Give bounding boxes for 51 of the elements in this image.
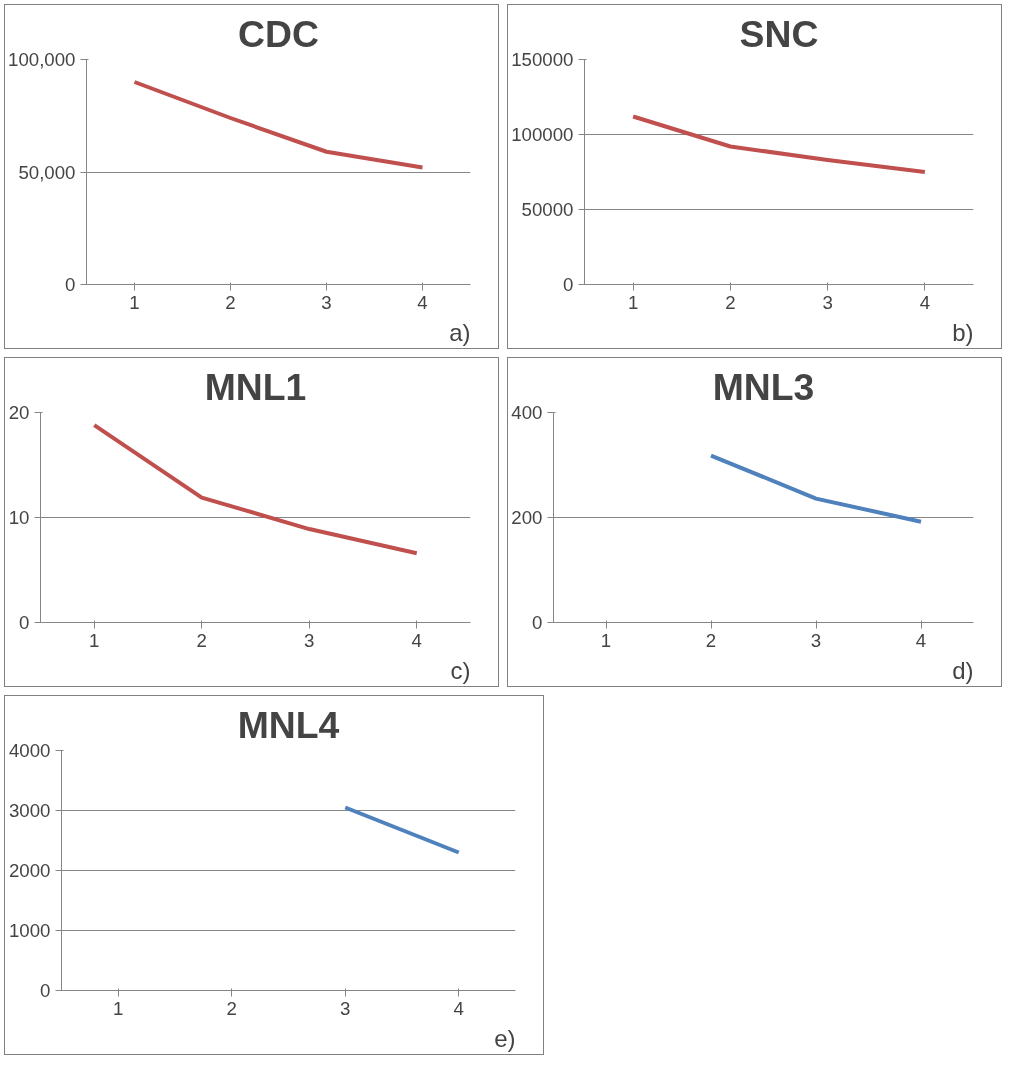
- x-tick-label: 1: [600, 629, 612, 651]
- x-tick-label: 2: [196, 629, 207, 651]
- y-tick-label: 0: [65, 274, 76, 295]
- text: e): [494, 1024, 516, 1052]
- y-tick-label: 0: [563, 274, 574, 295]
- x-tick-label: 1: [113, 997, 124, 1019]
- chart-title: CDC: [238, 12, 319, 55]
- x-tick-label: 2: [725, 291, 736, 313]
- y-tick-label: 100,000: [8, 49, 76, 70]
- y-tick-label: 0: [532, 612, 543, 633]
- x-tick-label: 3: [321, 291, 332, 313]
- x-tick-label: 3: [822, 291, 833, 313]
- x-tick-label: 4: [919, 291, 931, 313]
- y-tick-label: 10: [8, 507, 30, 528]
- line-series: [132, 80, 425, 170]
- y-tick-label: 20: [8, 402, 30, 423]
- x-tick-label: 4: [417, 291, 428, 313]
- chart-title: MNL4: [237, 703, 340, 746]
- x-tick-label: 4: [453, 997, 464, 1019]
- x-tick-label: 3: [304, 629, 315, 651]
- text: a): [449, 318, 471, 346]
- x-tick-label: 2: [226, 997, 237, 1019]
- x-tick-label: 3: [810, 629, 822, 651]
- y-tick-label: 50000: [521, 199, 574, 220]
- x-tick-label: 3: [340, 997, 351, 1019]
- line-series: [92, 423, 419, 556]
- x-tick-label: 1: [129, 291, 140, 313]
- y-tick-label: 3000: [9, 800, 51, 821]
- y-tick-label: 1000: [9, 920, 51, 941]
- y-tick-label: 200: [511, 507, 543, 528]
- x-tick-label: 1: [89, 629, 100, 651]
- y-tick-label: 0: [19, 612, 30, 633]
- text: b): [952, 318, 974, 346]
- x-tick-label: 4: [411, 629, 422, 651]
- chart-title: MNL1: [204, 365, 307, 408]
- chart-title: MNL3: [712, 365, 815, 408]
- y-tick-label: 50,000: [18, 161, 76, 183]
- y-tick-label: 0: [40, 980, 51, 1001]
- x-tick-label: 1: [627, 291, 639, 313]
- y-tick-label: 150000: [511, 49, 574, 70]
- y-tick-label: 2000: [9, 860, 51, 881]
- text: c): [450, 656, 471, 684]
- chart-title: SNC: [739, 12, 819, 55]
- x-tick-label: 2: [705, 629, 717, 651]
- y-tick-label: 100000: [511, 124, 574, 145]
- text: d): [952, 656, 974, 684]
- line-series: [631, 114, 927, 174]
- y-tick-label: 400: [511, 402, 543, 423]
- x-tick-label: 2: [225, 291, 236, 313]
- x-tick-label: 4: [915, 629, 927, 651]
- y-tick-label: 4000: [9, 740, 51, 761]
